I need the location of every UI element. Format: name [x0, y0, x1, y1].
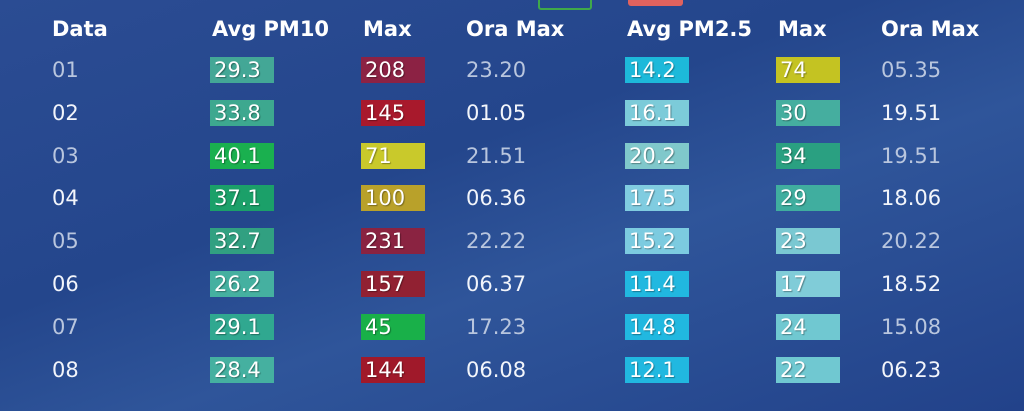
value-badge: 74: [776, 57, 840, 83]
value-badge: 29.3: [210, 57, 274, 83]
value-badge: 26.2: [210, 271, 274, 297]
value-badge: 12.1: [625, 356, 689, 383]
date-cell: 05: [52, 229, 79, 254]
value-badge: 145: [361, 99, 425, 126]
value-badge: 100: [361, 185, 425, 212]
column-header: Max: [778, 17, 827, 41]
time-cell: 06.23: [881, 357, 942, 382]
time-cell: 06.36: [466, 186, 527, 211]
time-cell: 18.06: [881, 186, 942, 211]
value-badge: 22: [776, 356, 840, 383]
value-badge: 15.2: [625, 228, 689, 255]
value-badge: 14.2: [625, 57, 689, 83]
value-badge: 28.4: [210, 356, 274, 383]
date-cell: 07: [52, 314, 79, 339]
column-header: Data: [52, 17, 108, 41]
value-badge: 17: [776, 271, 840, 297]
value-badge: 33.8: [210, 99, 274, 126]
date-cell: 02: [52, 100, 79, 125]
value-badge: 29: [776, 185, 840, 212]
filter-button[interactable]: [628, 0, 683, 6]
column-header: Ora Max: [881, 17, 980, 41]
time-cell: 23.20: [466, 58, 527, 82]
column-header: Ora Max: [466, 17, 565, 41]
value-badge: 157: [361, 271, 425, 297]
date-cell: 06: [52, 272, 79, 296]
value-badge: 14.8: [625, 313, 689, 340]
value-badge: 16.1: [625, 99, 689, 126]
time-cell: 21.51: [466, 143, 527, 168]
date-cell: 04: [52, 186, 79, 211]
time-cell: 06.08: [466, 357, 527, 382]
time-cell: 01.05: [466, 100, 527, 125]
value-badge: 30: [776, 99, 840, 126]
date-cell: 01: [52, 58, 79, 82]
value-badge: 24: [776, 313, 840, 340]
time-cell: 06.37: [466, 272, 527, 296]
column-header: Max: [363, 17, 412, 41]
date-cell: 03: [52, 143, 79, 168]
time-cell: 19.51: [881, 143, 942, 168]
value-badge: 23: [776, 228, 840, 255]
value-badge: 20.2: [625, 142, 689, 169]
value-badge: 32.7: [210, 228, 274, 255]
value-badge: 208: [361, 57, 425, 83]
time-cell: 20.22: [881, 229, 942, 254]
value-badge: 17.5: [625, 185, 689, 212]
time-cell: 05.35: [881, 58, 942, 82]
value-badge: 45: [361, 313, 425, 340]
value-badge: 71: [361, 142, 425, 169]
time-cell: 18.52: [881, 272, 942, 296]
value-badge: 37.1: [210, 185, 274, 212]
column-header: Avg PM10: [212, 17, 330, 41]
time-cell: 15.08: [881, 314, 942, 339]
value-badge: 11.4: [625, 271, 689, 297]
time-cell: 22.22: [466, 229, 527, 254]
value-badge: 40.1: [210, 142, 274, 169]
column-header: Avg PM2.5: [627, 17, 753, 41]
time-cell: 17.23: [466, 314, 527, 339]
value-badge: 34: [776, 142, 840, 169]
time-cell: 19.51: [881, 100, 942, 125]
value-badge: 29.1: [210, 313, 274, 340]
date-cell: 08: [52, 357, 79, 382]
filter-button[interactable]: [538, 0, 592, 10]
value-badge: 231: [361, 228, 425, 255]
value-badge: 144: [361, 356, 425, 383]
